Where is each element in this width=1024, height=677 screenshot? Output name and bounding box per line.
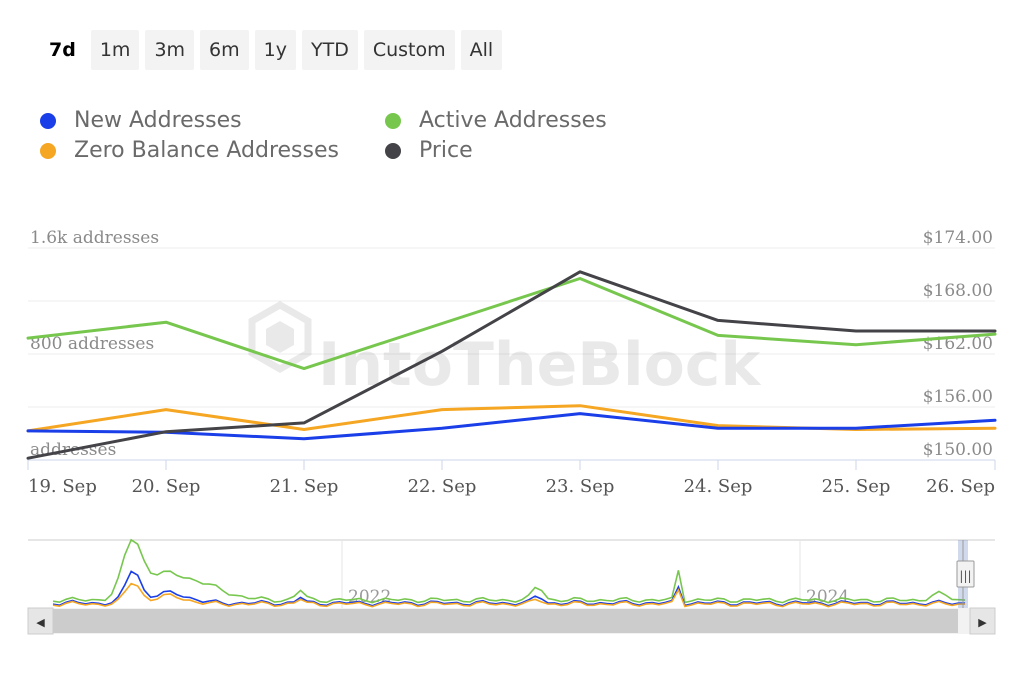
y-right-tick-label: $150.00 [923, 440, 993, 460]
watermark-logo-icon [248, 300, 312, 374]
navigator-background [28, 540, 995, 608]
scroll-left-arrow-icon: ◀ [36, 616, 45, 629]
x-tick-label: 23. Sep [546, 476, 615, 497]
range-button-6m[interactable]: 6m [200, 30, 249, 70]
range-button-1y[interactable]: 1y [254, 30, 296, 70]
x-tick-label: 24. Sep [684, 476, 753, 497]
navigator-line-active [52, 538, 966, 604]
series-line-new-addresses[interactable] [26, 412, 997, 441]
y-right-tick-label: $156.00 [923, 387, 993, 407]
range-button-7d[interactable]: 7d [49, 39, 76, 61]
legend-label: Zero Balance Addresses [74, 138, 339, 163]
scrollbar-right-button[interactable] [969, 607, 996, 635]
watermark: IntoTheBlock [248, 300, 762, 400]
x-tick-label: 22. Sep [408, 476, 477, 497]
x-tick-label: 26. Sep [926, 476, 995, 497]
series-line-active-addresses[interactable] [26, 277, 997, 371]
series-line-price[interactable] [26, 270, 997, 460]
range-selector: 7d 1m 3m 6m 1y YTD Custom All [40, 30, 503, 70]
range-button-all[interactable]: All [460, 30, 503, 70]
legend-label: Active Addresses [419, 108, 607, 133]
range-button-3m[interactable]: 3m [145, 30, 195, 70]
y-right-tick-label: $174.00 [923, 228, 993, 248]
legend-marker-icon [385, 112, 401, 129]
legend-label: New Addresses [74, 108, 242, 133]
legend-item-new-addresses[interactable]: New Addresses [40, 108, 242, 133]
navigator-line-new [52, 570, 965, 607]
scroll-right-arrow-icon: ▶ [978, 616, 987, 629]
legend-marker-icon [40, 142, 56, 159]
y-right-tick-label: $168.00 [923, 281, 993, 301]
navigator-handle-grip-icon: ||| [959, 569, 971, 583]
range-button-ytd[interactable]: YTD [302, 30, 358, 70]
scrollbar-thumb[interactable] [53, 609, 958, 633]
series-group [26, 270, 997, 460]
x-tick-label: 25. Sep [822, 476, 891, 497]
legend-item-active-addresses[interactable]: Active Addresses [385, 108, 607, 133]
x-tick-label: 20. Sep [132, 476, 201, 497]
navigator: 2022 2024|||◀ ▶ [27, 538, 996, 635]
legend-item-price[interactable]: Price [385, 138, 473, 163]
range-button-custom[interactable]: Custom [363, 30, 455, 70]
navigator-handle[interactable] [956, 560, 975, 588]
x-tick-label: 21. Sep [270, 476, 339, 497]
watermark-text: IntoTheBlock [318, 330, 762, 400]
navigator-line-zero [52, 582, 965, 608]
legend-label: Price [419, 138, 473, 163]
y-left-tick-label: 1.6k addresses [30, 228, 159, 248]
legend-marker-icon [385, 142, 401, 159]
scrollbar-left-button[interactable] [27, 607, 54, 635]
legend-marker-icon [40, 112, 56, 129]
x-tick-label: 19. Sep [28, 476, 97, 497]
range-button-1m[interactable]: 1m [90, 30, 140, 70]
legend-item-zero-balance-addresses[interactable]: Zero Balance Addresses [40, 138, 339, 163]
y-left-tick-label: 800 addresses [30, 334, 154, 354]
